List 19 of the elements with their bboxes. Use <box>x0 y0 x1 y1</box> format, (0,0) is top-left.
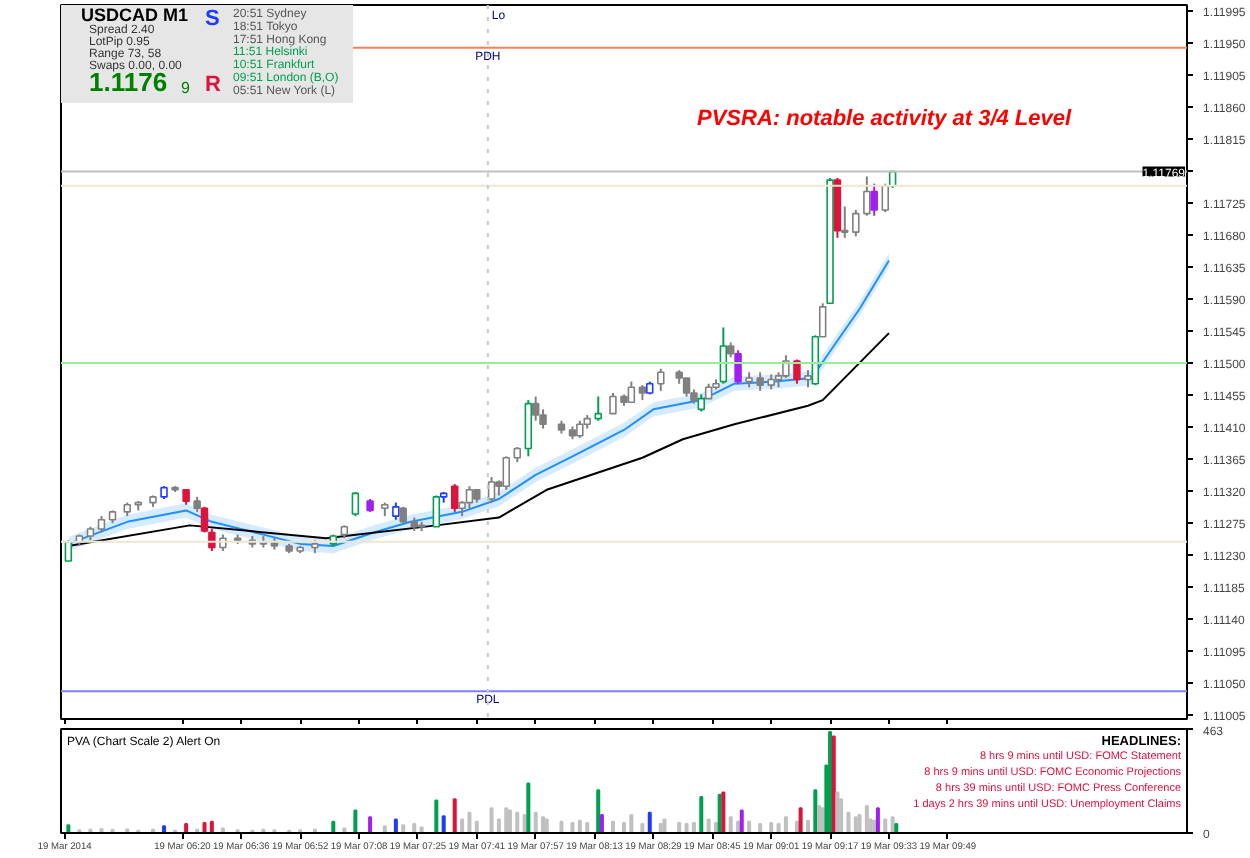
candlestick <box>870 182 878 217</box>
candlestick <box>627 380 636 404</box>
candlestick <box>450 483 459 513</box>
line-series <box>67 332 890 548</box>
annotation: S <box>205 7 220 31</box>
candlestick <box>734 349 742 385</box>
annotation: R <box>205 73 221 97</box>
candlestick <box>351 490 360 518</box>
candlestick <box>531 395 540 422</box>
candlestick <box>432 494 441 528</box>
annotation: PVSRA: notable activity at 3/4 Level <box>697 107 1074 131</box>
annotation: 9 <box>181 79 191 97</box>
candlestick <box>487 475 496 504</box>
candlestick <box>502 455 510 491</box>
candlestick <box>682 377 691 398</box>
chart-title: USDCAD M1 <box>81 5 189 25</box>
candlestick <box>465 485 474 510</box>
candlestick <box>657 367 665 392</box>
candlestick <box>524 399 533 458</box>
